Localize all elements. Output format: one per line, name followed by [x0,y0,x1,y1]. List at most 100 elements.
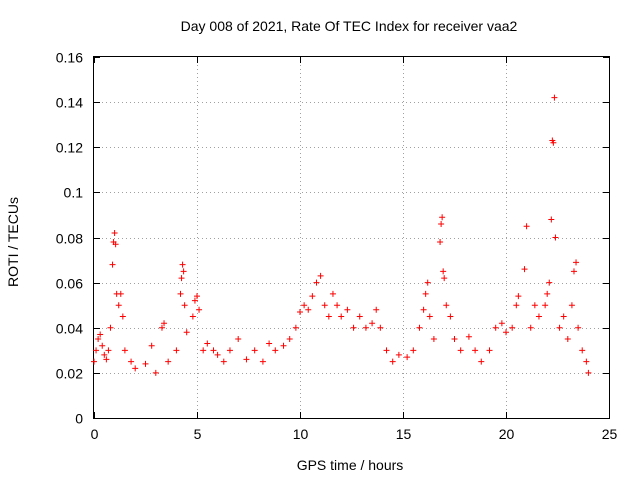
data-points [91,94,592,376]
data-point [317,272,324,279]
data-point [107,324,114,331]
data-point [91,358,97,365]
data-point [180,268,187,275]
x-axis-label: GPS time / hours [297,457,404,473]
x-tick-label: 10 [293,426,309,442]
data-point [210,347,217,354]
data-point [173,347,180,354]
data-point [325,313,332,320]
data-point [329,290,336,297]
gridlines [94,57,609,418]
data-point [121,347,128,354]
data-point [498,320,505,327]
data-point [422,290,429,297]
data-point [389,358,396,365]
data-point [556,324,563,331]
data-point [152,369,159,376]
data-point [297,308,303,315]
y-tick-labels: 0 0.02 0.04 0.06 0.08 0.1 0.12 0.14 0.16 [56,50,83,427]
data-point [420,306,427,313]
data-point [204,340,211,347]
data-point [548,216,555,223]
data-point [132,365,139,372]
data-point [523,223,530,230]
data-point [119,313,126,320]
data-point [472,347,479,354]
data-point [552,234,559,241]
x-tick-label: 25 [602,426,618,442]
data-point [416,324,423,331]
data-point [191,297,198,304]
data-point [424,279,431,286]
data-point [531,302,538,309]
data-point [321,302,328,309]
data-point [200,347,207,354]
data-point [426,313,433,320]
data-point [313,279,320,286]
data-point [220,358,227,365]
data-point [158,324,165,331]
data-point [272,347,279,354]
data-point [128,358,135,365]
data-point [97,331,104,338]
data-point [111,229,118,236]
y-tick-label: 0.14 [56,95,83,111]
data-point [404,354,411,361]
data-point [457,347,464,354]
data-point [410,347,417,354]
data-point [377,324,384,331]
data-point [560,313,567,320]
y-tick-label: 0.04 [56,321,83,337]
data-point [338,313,345,320]
data-point [439,214,446,221]
data-point [165,358,172,365]
data-point [564,336,571,343]
data-point [183,329,190,336]
data-point [451,336,458,343]
data-point [117,290,124,297]
data-point [447,313,454,320]
y-tick-label: 0.12 [56,140,83,156]
data-point [196,306,203,313]
data-point [101,351,108,358]
data-point [112,241,119,248]
data-point [109,261,116,268]
data-point [585,369,592,376]
y-tick-label: 0.08 [56,231,83,247]
data-point [515,293,522,300]
data-point [286,336,293,343]
data-point [492,324,499,331]
data-point [430,336,437,343]
data-point [181,302,188,309]
data-point [189,313,196,320]
data-point [535,313,542,320]
data-point [521,266,528,273]
x-tick-label: 5 [194,426,202,442]
data-point [93,347,100,354]
data-point [177,290,184,297]
x-tick-labels: 0 5 10 15 20 25 [91,426,618,442]
data-point [235,336,242,343]
data-point [243,356,250,363]
data-point [309,293,316,300]
data-point [579,347,586,354]
data-point [527,324,534,331]
data-point [194,293,200,300]
data-point [395,351,402,358]
data-point [551,94,558,101]
data-point [437,239,444,246]
data-point [266,340,273,347]
data-point [99,342,106,349]
plot-frame [93,56,610,419]
axis-ticks [94,57,610,419]
data-point [105,347,112,354]
data-point [350,324,357,331]
data-point [148,342,155,349]
data-point [550,139,557,146]
data-point [570,268,577,275]
data-point [292,324,299,331]
data-point [334,302,341,309]
data-point [441,275,448,282]
data-point [226,347,233,354]
